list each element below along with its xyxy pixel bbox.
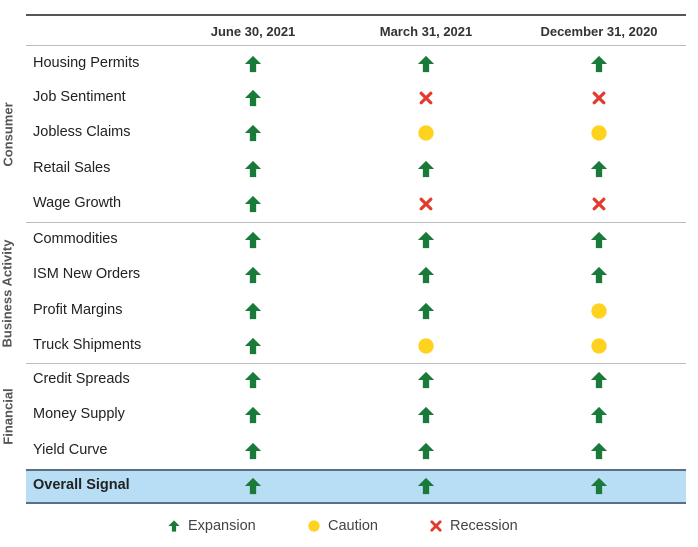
up-arrow-icon bbox=[416, 441, 436, 461]
up-arrow-icon bbox=[243, 88, 263, 108]
up-arrow-icon bbox=[589, 159, 609, 179]
row-label: Profit Margins bbox=[33, 302, 123, 318]
x-mark-icon bbox=[589, 194, 609, 214]
row-label: Yield Curve bbox=[33, 442, 108, 458]
up-arrow-icon bbox=[166, 518, 182, 534]
x-mark-icon bbox=[589, 88, 609, 108]
up-arrow-icon bbox=[416, 265, 436, 285]
up-arrow-icon bbox=[416, 159, 436, 179]
column-header-1: June 30, 2021 bbox=[210, 24, 296, 39]
up-arrow-icon bbox=[589, 54, 609, 74]
legend-label-caution: Caution bbox=[328, 518, 378, 534]
up-arrow-icon bbox=[589, 405, 609, 425]
up-arrow-icon bbox=[243, 370, 263, 390]
header-separator bbox=[26, 45, 686, 46]
column-header-2: March 31, 2021 bbox=[379, 24, 473, 39]
up-arrow-icon bbox=[243, 54, 263, 74]
column-header-3: December 31, 2020 bbox=[540, 24, 658, 39]
up-arrow-icon bbox=[243, 230, 263, 250]
up-arrow-icon bbox=[589, 265, 609, 285]
up-arrow-icon bbox=[243, 159, 263, 179]
x-mark-icon bbox=[428, 518, 444, 534]
group-separator-1 bbox=[26, 222, 686, 223]
row-label: Jobless Claims bbox=[33, 124, 131, 140]
up-arrow-icon bbox=[416, 230, 436, 250]
row-label: ISM New Orders bbox=[33, 266, 141, 282]
row-label: Commodities bbox=[33, 231, 118, 247]
legend-caution: Caution bbox=[306, 518, 378, 534]
row-label: Retail Sales bbox=[33, 160, 111, 176]
group-label-financial: Financial bbox=[0, 388, 16, 445]
group-separator-2 bbox=[26, 363, 686, 364]
up-arrow-icon bbox=[589, 441, 609, 461]
up-arrow-icon bbox=[589, 476, 609, 496]
up-arrow-icon bbox=[416, 405, 436, 425]
circle-icon bbox=[416, 336, 436, 356]
row-label: Credit Spreads bbox=[33, 371, 130, 387]
circle-icon bbox=[416, 123, 436, 143]
up-arrow-icon bbox=[243, 336, 263, 356]
row-label: Housing Permits bbox=[33, 55, 140, 71]
up-arrow-icon bbox=[243, 194, 263, 214]
group-label-consumer: Consumer bbox=[0, 102, 16, 167]
circle-icon bbox=[589, 301, 609, 321]
up-arrow-icon bbox=[243, 476, 263, 496]
up-arrow-icon bbox=[589, 370, 609, 390]
up-arrow-icon bbox=[416, 301, 436, 321]
legend-label-recession: Recession bbox=[450, 518, 518, 534]
row-label: Wage Growth bbox=[33, 195, 122, 211]
up-arrow-icon bbox=[243, 405, 263, 425]
x-mark-icon bbox=[416, 88, 436, 108]
up-arrow-icon bbox=[589, 230, 609, 250]
row-label: Job Sentiment bbox=[33, 89, 126, 105]
up-arrow-icon bbox=[416, 370, 436, 390]
up-arrow-icon bbox=[416, 54, 436, 74]
up-arrow-icon bbox=[243, 123, 263, 143]
up-arrow-icon bbox=[243, 265, 263, 285]
up-arrow-icon bbox=[243, 441, 263, 461]
legend-recession: Recession bbox=[428, 518, 518, 534]
overall-signal-band bbox=[26, 469, 686, 504]
circle-icon bbox=[589, 336, 609, 356]
x-mark-icon bbox=[416, 194, 436, 214]
table-top-rule bbox=[26, 14, 686, 16]
row-label: Money Supply bbox=[33, 406, 125, 422]
legend-expansion: Expansion bbox=[166, 518, 256, 534]
legend-label-expansion: Expansion bbox=[188, 518, 256, 534]
row-label: Truck Shipments bbox=[33, 337, 142, 353]
circle-icon bbox=[589, 123, 609, 143]
group-label-business-activity: Business Activity bbox=[0, 239, 15, 348]
up-arrow-icon bbox=[416, 476, 436, 496]
up-arrow-icon bbox=[243, 301, 263, 321]
circle-icon bbox=[306, 518, 322, 534]
overall-signal-label: Overall Signal bbox=[33, 477, 130, 493]
